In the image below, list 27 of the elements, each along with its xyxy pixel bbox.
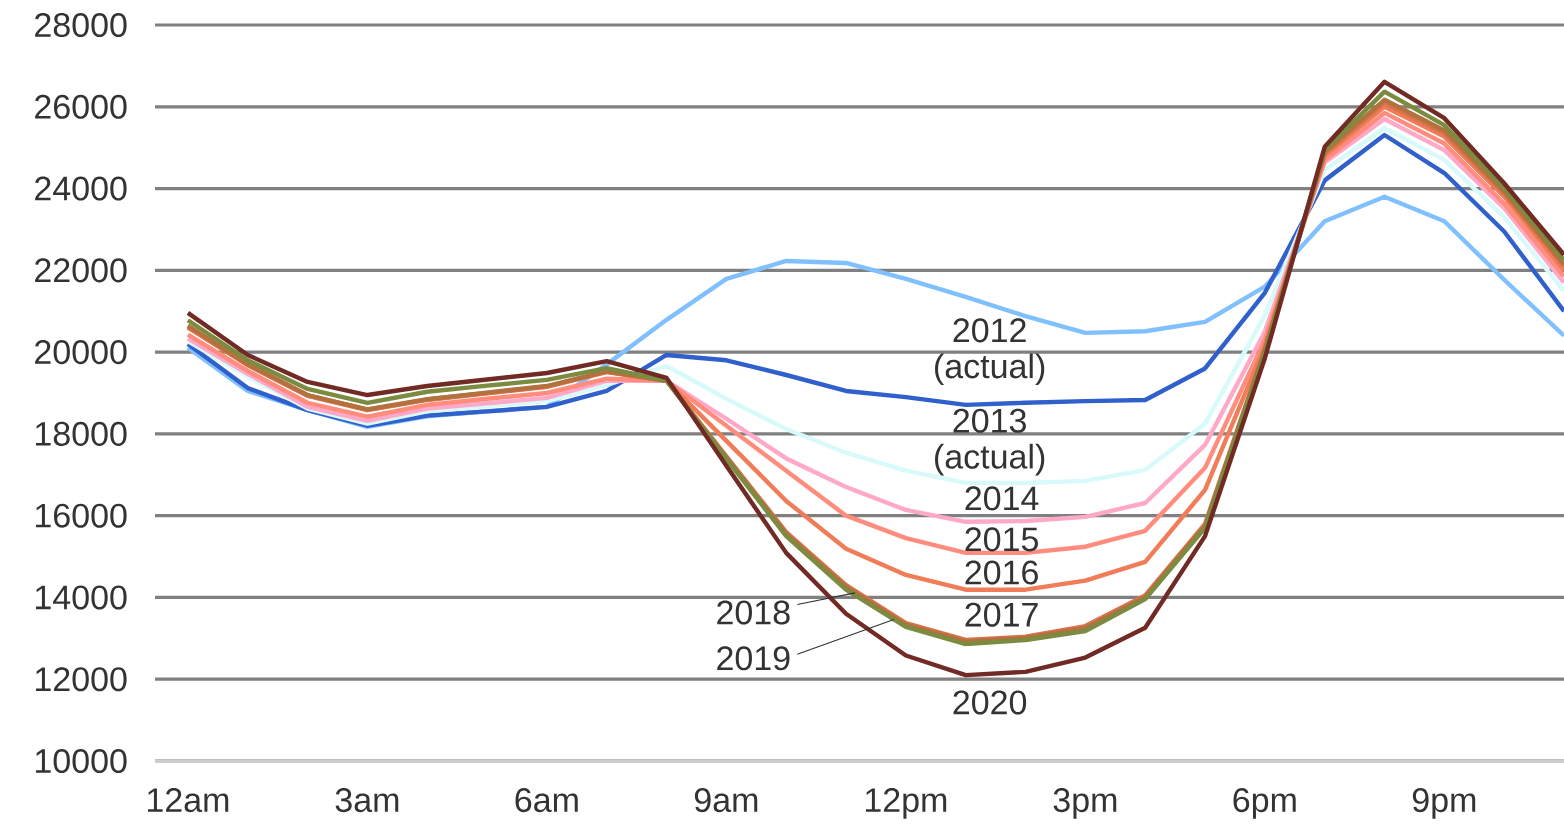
y-tick-label: 24000 (35, 176, 127, 201)
x-tick-label: 6pm (1233, 788, 1296, 819)
x-tick-label: 9am (694, 788, 758, 813)
y-tick-label: 20000 (35, 340, 127, 365)
y-tick-label: 14000 (35, 585, 127, 610)
x-tick-label: 9pm (1412, 788, 1476, 819)
series-label: 2014 (965, 486, 1039, 511)
series-label: 2020 (953, 690, 1027, 715)
x-tick-label: 12am (147, 788, 229, 813)
y-tick-label: 18000 (35, 421, 127, 446)
y-tick-label: 22000 (35, 258, 127, 283)
y-tick-label: 16000 (35, 503, 127, 528)
series-label: 2018 (717, 600, 790, 625)
series-label: 2016 (965, 560, 1038, 585)
series-label: 2015 (965, 527, 1038, 552)
series-label: 2017 (965, 602, 1038, 627)
x-tick-label: 3pm (1053, 788, 1117, 819)
x-tick-label: 3am (335, 788, 399, 813)
y-tick-label: 12000 (35, 667, 127, 692)
series-label: 2013 (actual) (935, 408, 1045, 476)
text: 2019 (717, 646, 790, 671)
y-tick-label: 28000 (35, 12, 127, 38)
x-tick-label: 12pm (865, 788, 947, 819)
series-label: 2012 (actual) (935, 318, 1045, 386)
x-tick-label: 6am (515, 788, 578, 813)
y-tick-label: 26000 (35, 94, 127, 119)
y-tick-label: 10000 (35, 748, 127, 774)
